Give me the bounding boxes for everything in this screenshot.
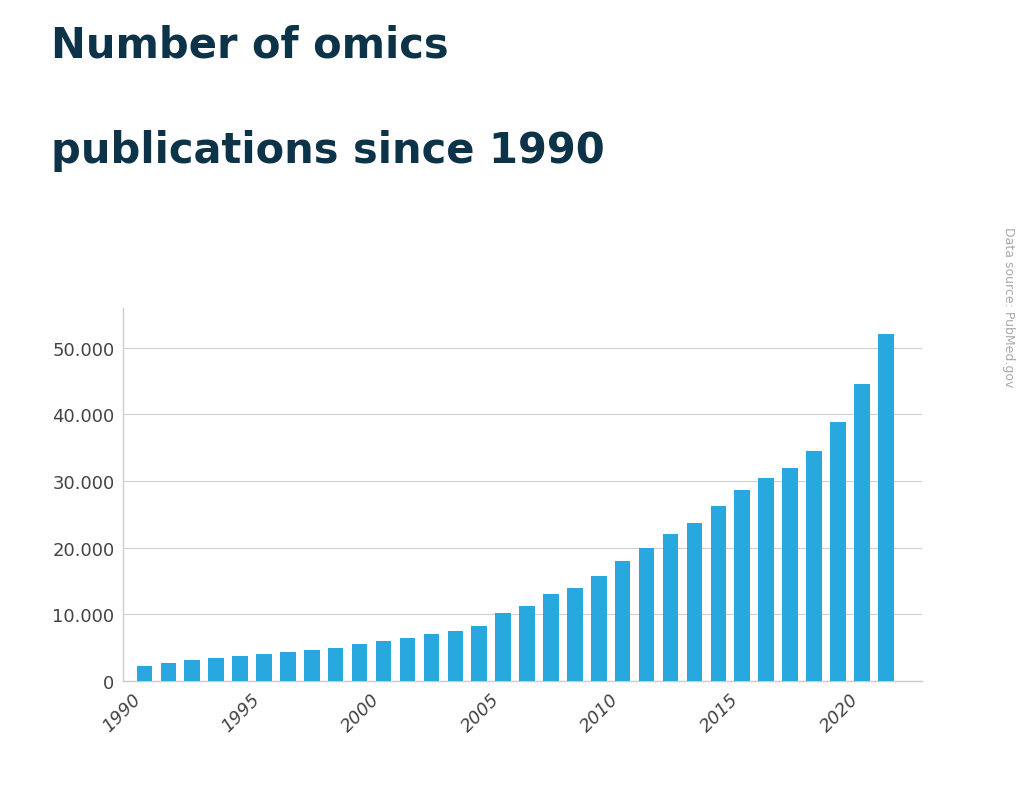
- Bar: [543, 594, 559, 681]
- Bar: [161, 663, 176, 681]
- Bar: [639, 548, 654, 681]
- Text: Number of omics: Number of omics: [51, 24, 449, 67]
- Bar: [424, 634, 439, 681]
- Bar: [208, 658, 224, 681]
- Bar: [376, 642, 391, 681]
- Bar: [471, 627, 487, 681]
- Bar: [232, 656, 248, 681]
- Bar: [184, 661, 200, 681]
- Bar: [830, 423, 846, 681]
- Bar: [806, 452, 822, 681]
- Bar: [614, 561, 631, 681]
- Bar: [447, 631, 463, 681]
- Bar: [663, 534, 678, 681]
- Bar: [734, 490, 750, 681]
- Bar: [399, 638, 415, 681]
- Text: publications since 1990: publications since 1990: [51, 130, 605, 172]
- Bar: [136, 666, 153, 681]
- Bar: [496, 613, 511, 681]
- Bar: [591, 576, 606, 681]
- Bar: [281, 652, 296, 681]
- Bar: [687, 523, 702, 681]
- Bar: [782, 468, 798, 681]
- Text: Data source: PubMed.gov: Data source: PubMed.gov: [1002, 227, 1015, 388]
- Bar: [711, 507, 726, 681]
- Bar: [328, 648, 343, 681]
- Bar: [759, 478, 774, 681]
- Bar: [567, 588, 583, 681]
- Bar: [878, 335, 894, 681]
- Bar: [854, 384, 869, 681]
- Bar: [352, 645, 368, 681]
- Bar: [519, 607, 535, 681]
- Bar: [256, 654, 271, 681]
- Bar: [304, 650, 319, 681]
